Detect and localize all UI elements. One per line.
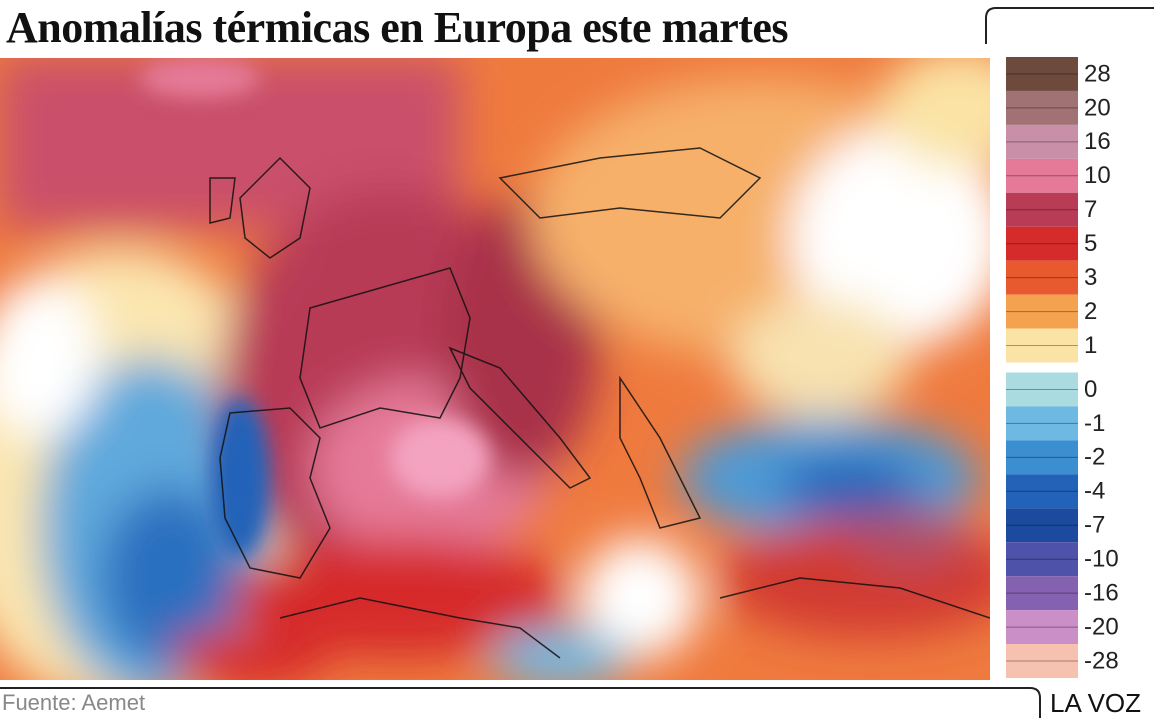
legend-label: -4 xyxy=(1084,478,1105,505)
legend-swatch xyxy=(1006,90,1078,125)
source: Fuente: Aemet xyxy=(2,690,146,715)
legend-label: 2 xyxy=(1084,298,1097,325)
legend-label: 28 xyxy=(1084,60,1111,87)
legend-swatch xyxy=(1006,610,1078,645)
legend-label: -20 xyxy=(1084,613,1119,640)
legend-swatch xyxy=(1006,406,1078,441)
legend-swatch xyxy=(1006,226,1078,261)
legend-label: 7 xyxy=(1084,196,1097,223)
legend-swatch xyxy=(1006,124,1078,159)
legend-label: 10 xyxy=(1084,162,1111,189)
legend-swatch xyxy=(1006,192,1078,227)
map xyxy=(0,58,990,680)
legend-swatch xyxy=(1006,158,1078,193)
legend-swatch xyxy=(1006,294,1078,329)
legend-swatch xyxy=(1006,57,1078,91)
legend-label: -7 xyxy=(1084,512,1105,539)
legend-swatch xyxy=(1006,474,1078,509)
legend-label: -28 xyxy=(1084,647,1119,674)
legend-swatch xyxy=(1006,508,1078,543)
legend-swatch xyxy=(1006,372,1078,407)
legend-label: 3 xyxy=(1084,264,1097,291)
legend-swatch xyxy=(1006,440,1078,475)
legend-label: 5 xyxy=(1084,230,1097,257)
legend-label: 16 xyxy=(1084,128,1111,155)
legend-label: 0 xyxy=(1084,376,1097,403)
legend-label: -16 xyxy=(1084,579,1119,606)
top-bracket xyxy=(985,7,1154,44)
legend-swatch xyxy=(1006,260,1078,295)
legend-label: -10 xyxy=(1084,546,1119,573)
legend-swatch xyxy=(1006,542,1078,577)
legend-swatch xyxy=(1006,576,1078,611)
legend-swatch xyxy=(1006,328,1078,363)
legend-label: 1 xyxy=(1084,332,1097,359)
title: Anomalías térmicas en Europa este martes xyxy=(6,3,789,52)
legend-label: -2 xyxy=(1084,444,1105,471)
legend-label: -1 xyxy=(1084,410,1105,437)
brand: LA VOZ xyxy=(1050,688,1142,718)
legend-swatch xyxy=(1006,644,1078,678)
legend-label: 20 xyxy=(1084,94,1111,121)
